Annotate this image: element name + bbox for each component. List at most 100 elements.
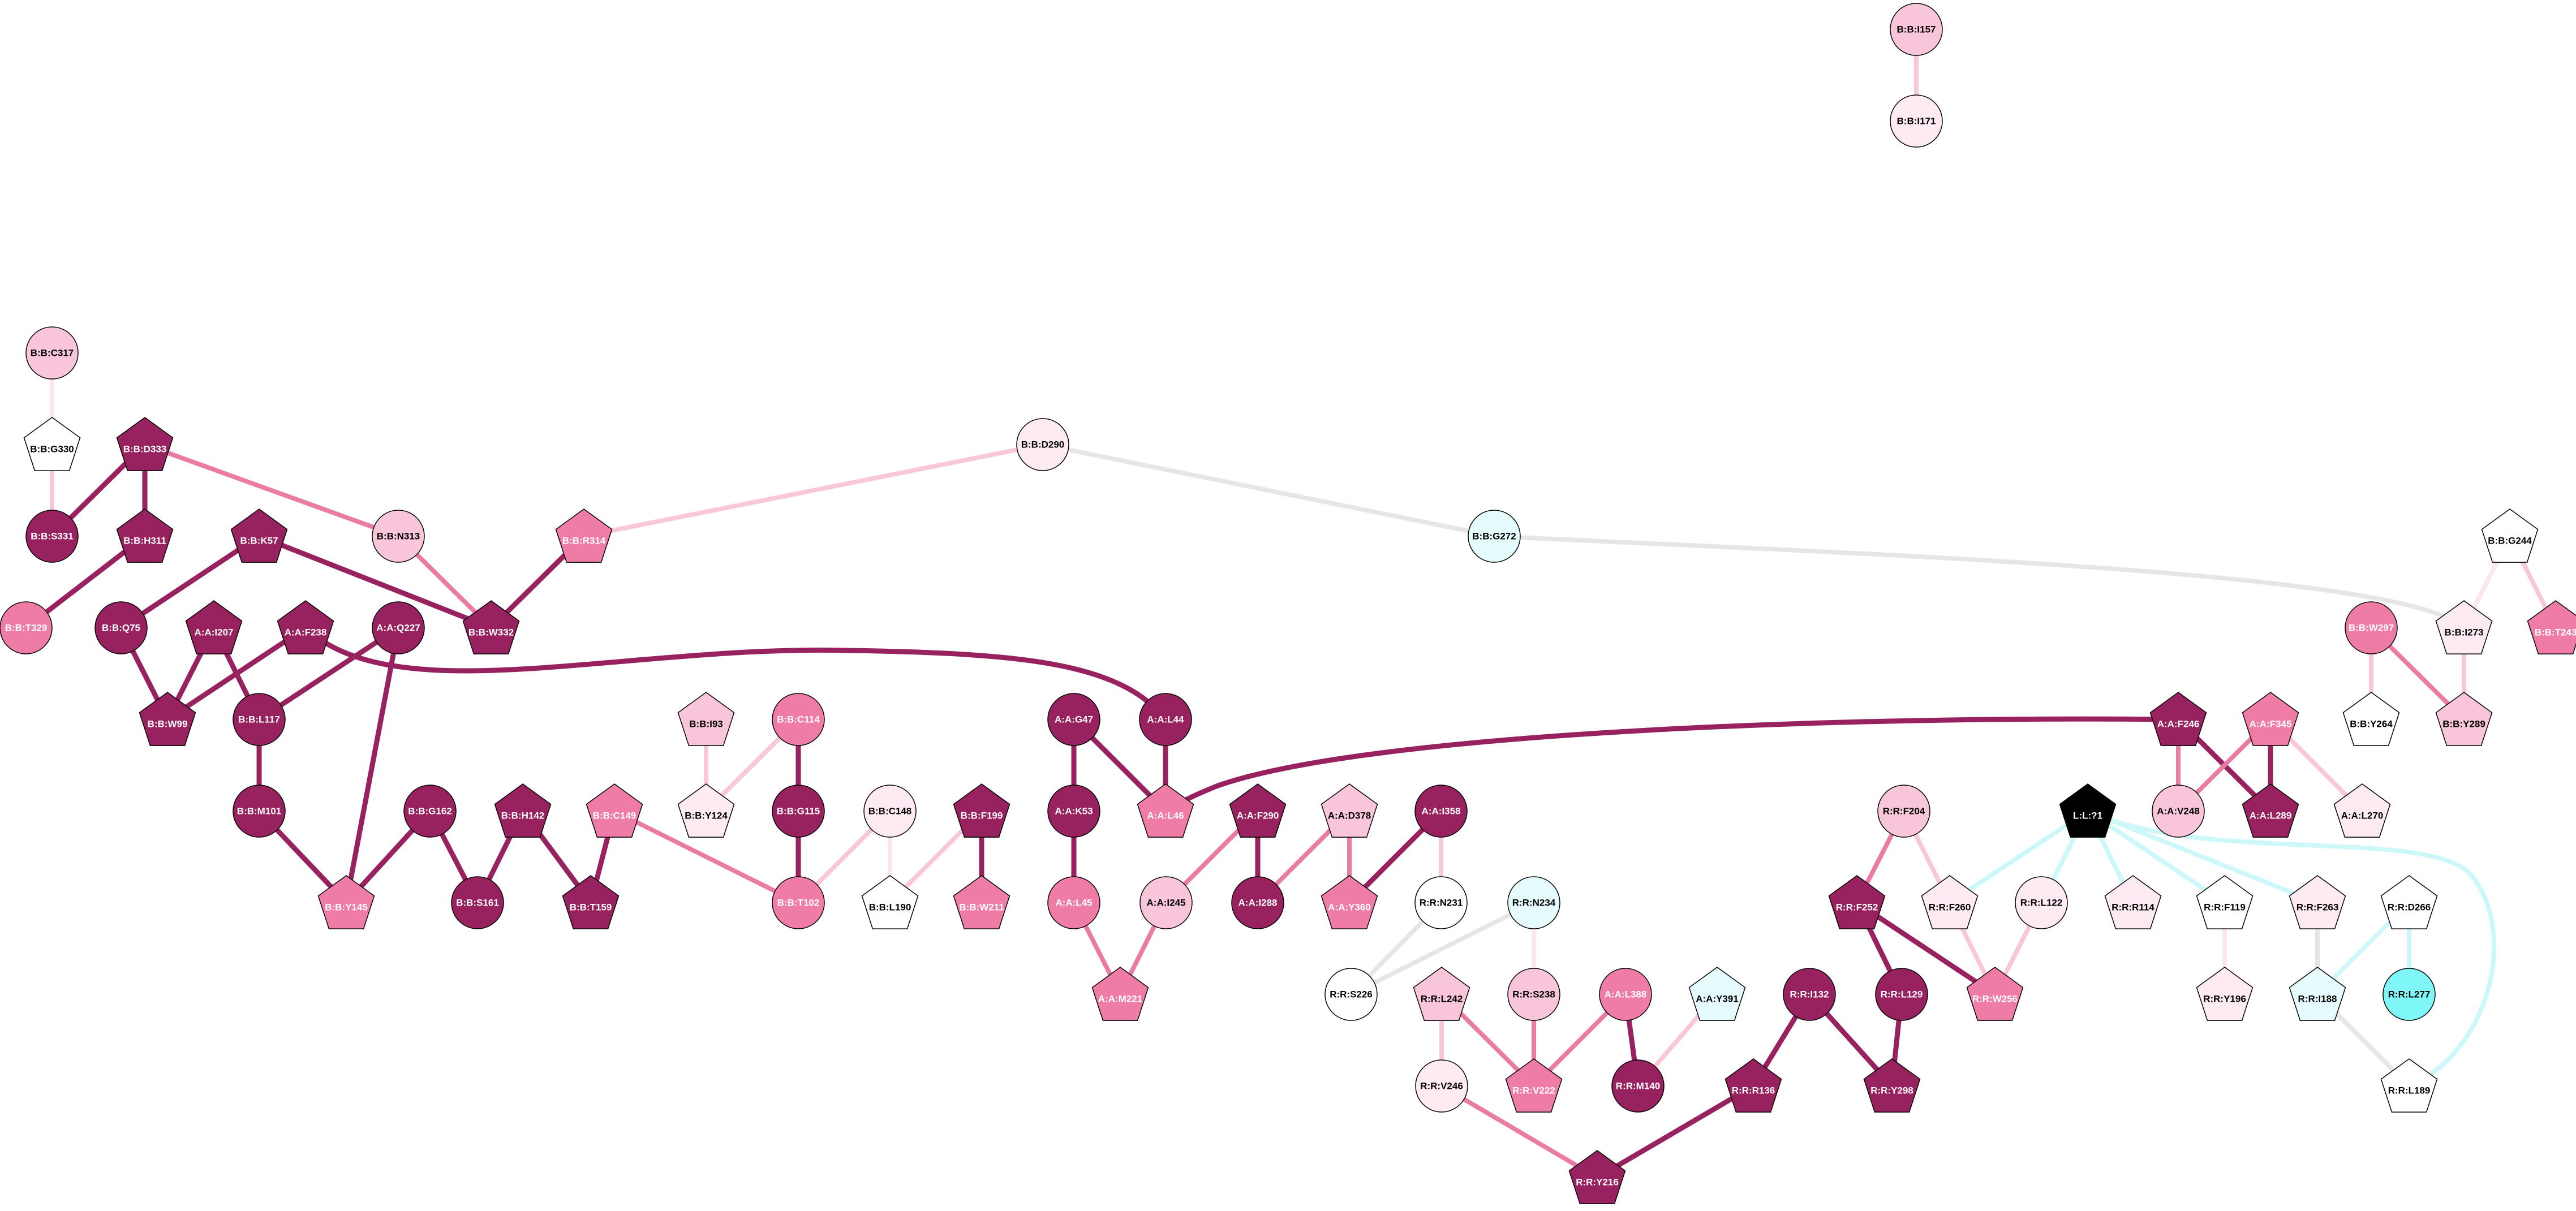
node-r-r-v246[interactable]: R:R:V246 [1415, 1059, 1468, 1113]
node-r-r-s238[interactable]: R:R:S238 [1507, 968, 1560, 1021]
node-b-b-w332[interactable]: B:B:W332 [462, 600, 520, 654]
node-a-a-l289[interactable]: A:A:L289 [2242, 783, 2299, 838]
node-a-a-l388[interactable]: A:A:L388 [1599, 968, 1652, 1021]
node-b-b-c114[interactable]: B:B:C114 [772, 693, 825, 746]
node-a-a-v248[interactable]: A:A:V248 [2152, 785, 2205, 838]
node-a-a-l44[interactable]: A:A:L44 [1139, 693, 1192, 746]
node-b-b-f199[interactable]: B:B:F199 [953, 783, 1010, 838]
node-r-r-y216[interactable]: R:R:Y216 [1568, 1150, 1626, 1204]
node-a-a-l270[interactable]: A:A:L270 [2333, 783, 2391, 838]
node-b-b-i157[interactable]: B:B:I157 [1890, 3, 1943, 56]
node-circle-shape [1414, 785, 1468, 838]
node-b-b-y124[interactable]: B:B:Y124 [677, 783, 735, 838]
node-b-b-i273[interactable]: B:B:I273 [2435, 600, 2493, 654]
node-b-b-y264[interactable]: B:B:Y264 [2342, 692, 2400, 746]
node-r-r-i132[interactable]: R:R:I132 [1783, 968, 1836, 1021]
node-r-r-i188[interactable]: R:R:I188 [2289, 967, 2346, 1021]
node-b-b-g115[interactable]: B:B:G115 [772, 785, 825, 838]
node-r-r-s226[interactable]: R:R:S226 [1324, 968, 1378, 1021]
node-a-a-m221[interactable]: A:A:M221 [1091, 967, 1149, 1021]
node-label: A:A:L46 [1147, 811, 1184, 821]
node-r-r-f260[interactable]: R:R:F260 [1921, 875, 1979, 929]
node-a-a-i245[interactable]: A:A:I245 [1139, 876, 1193, 929]
node-r-r-r114[interactable]: R:R:R114 [2104, 875, 2162, 929]
node-a-a-l46[interactable]: A:A:L46 [1137, 783, 1194, 838]
node-r-r-f119[interactable]: R:R:F119 [2196, 875, 2254, 929]
node-a-a-q227[interactable]: A:A:Q227 [372, 601, 425, 654]
node-a-a-f290[interactable]: A:A:F290 [1229, 783, 1287, 838]
edge-b-b-r314-b-b-d290 [582, 442, 1045, 538]
node-b-b-d333[interactable]: B:B:D333 [116, 417, 174, 471]
node-a-a-d378[interactable]: A:A:D378 [1321, 783, 1378, 838]
node-r-r-n234[interactable]: R:R:N234 [1507, 876, 1560, 929]
node-l-l-1[interactable]: L:L:?1 [2059, 783, 2117, 838]
node-a-a-y391[interactable]: A:A:Y391 [1688, 967, 1746, 1021]
node-b-b-c148[interactable]: B:B:C148 [863, 785, 917, 838]
node-r-r-w256[interactable]: R:R:W256 [1966, 967, 2024, 1021]
node-b-b-g162[interactable]: B:B:G162 [403, 785, 457, 838]
node-a-a-l45[interactable]: A:A:L45 [1047, 876, 1100, 929]
node-b-b-g244[interactable]: B:B:G244 [2481, 508, 2539, 563]
node-b-b-t329[interactable]: B:B:T329 [0, 601, 53, 654]
node-label: A:A:I288 [1238, 898, 1278, 908]
node-a-a-g47[interactable]: A:A:G47 [1047, 693, 1100, 746]
node-r-r-f263[interactable]: R:R:F263 [2289, 875, 2346, 929]
node-b-b-h311[interactable]: B:B:H311 [116, 508, 174, 563]
node-pentagon-shape [586, 783, 643, 838]
node-r-r-f252[interactable]: R:R:F252 [1828, 875, 1886, 929]
node-pentagon-shape [116, 417, 174, 471]
node-b-b-w297[interactable]: B:B:W297 [2345, 601, 2398, 654]
node-a-a-f246[interactable]: A:A:F246 [2149, 692, 2207, 746]
node-b-b-l190[interactable]: B:B:L190 [861, 875, 919, 929]
node-r-r-m140[interactable]: R:R:M140 [1611, 1059, 1665, 1113]
node-b-b-s161[interactable]: B:B:S161 [451, 876, 504, 929]
node-b-b-l117[interactable]: B:B:L117 [233, 693, 286, 746]
node-label: R:R:R114 [2111, 902, 2154, 913]
node-b-b-y145[interactable]: B:B:Y145 [317, 875, 375, 929]
node-b-b-w211[interactable]: B:B:W211 [953, 875, 1010, 929]
node-b-b-s331[interactable]: B:B:S331 [25, 510, 79, 563]
node-circle-shape [94, 601, 148, 654]
node-a-a-f238[interactable]: A:A:F238 [277, 600, 334, 654]
node-r-r-v222[interactable]: R:R:V222 [1505, 1058, 1563, 1113]
node-b-b-t243[interactable]: B:B:T243 [2527, 600, 2576, 654]
node-b-b-w99[interactable]: B:B:W99 [139, 692, 196, 746]
node-b-b-g330[interactable]: B:B:G330 [23, 417, 81, 471]
node-b-b-m101[interactable]: B:B:M101 [233, 785, 286, 838]
node-pentagon-shape [2342, 692, 2400, 746]
node-b-b-c149[interactable]: B:B:C149 [586, 783, 643, 838]
node-r-r-l122[interactable]: R:R:L122 [2015, 876, 2068, 929]
node-b-b-d290[interactable]: B:B:D290 [1016, 418, 1069, 471]
node-a-a-i207[interactable]: A:A:I207 [185, 600, 243, 654]
node-b-b-c317[interactable]: B:B:C317 [25, 326, 79, 380]
node-a-a-i358[interactable]: A:A:I358 [1414, 785, 1468, 838]
node-r-r-d266[interactable]: R:R:D266 [2380, 875, 2438, 929]
node-r-r-r136[interactable]: R:R:R136 [1724, 1058, 1782, 1113]
node-b-b-n313[interactable]: B:B:N313 [372, 510, 425, 563]
node-b-b-r314[interactable]: B:B:R314 [555, 508, 613, 563]
node-b-b-q75[interactable]: B:B:Q75 [94, 601, 148, 654]
node-b-b-t102[interactable]: B:B:T102 [772, 876, 825, 929]
node-r-r-y298[interactable]: R:R:Y298 [1863, 1058, 1921, 1113]
node-b-b-h142[interactable]: B:B:H142 [494, 783, 552, 838]
node-b-b-g272[interactable]: B:B:G272 [1468, 510, 1521, 563]
node-pentagon-shape [462, 600, 520, 654]
node-r-r-n231[interactable]: R:R:N231 [1414, 876, 1468, 929]
node-r-r-y196[interactable]: R:R:Y196 [2196, 967, 2254, 1021]
node-r-r-f204[interactable]: R:R:F204 [1877, 785, 1930, 838]
node-a-a-f345[interactable]: A:A:F345 [2242, 692, 2299, 746]
node-a-a-k53[interactable]: A:A:K53 [1047, 785, 1100, 838]
node-r-r-l277[interactable]: R:R:L277 [2383, 968, 2436, 1021]
node-a-a-y360[interactable]: A:A:Y360 [1321, 875, 1378, 929]
node-r-r-l129[interactable]: R:R:L129 [1875, 968, 1928, 1021]
node-pentagon-shape [2380, 875, 2438, 929]
node-b-b-i93[interactable]: B:B:I93 [677, 692, 735, 746]
node-b-b-k57[interactable]: B:B:K57 [230, 508, 288, 563]
node-r-r-l242[interactable]: R:R:L242 [1413, 967, 1470, 1021]
node-label: B:B:S161 [456, 898, 499, 908]
node-r-r-l189[interactable]: R:R:L189 [2380, 1058, 2438, 1113]
node-b-b-i171[interactable]: B:B:I171 [1890, 94, 1943, 148]
node-b-b-t159[interactable]: B:B:T159 [562, 875, 620, 929]
node-a-a-i288[interactable]: A:A:I288 [1231, 876, 1284, 929]
node-b-b-y289[interactable]: B:B:Y289 [2435, 692, 2493, 746]
